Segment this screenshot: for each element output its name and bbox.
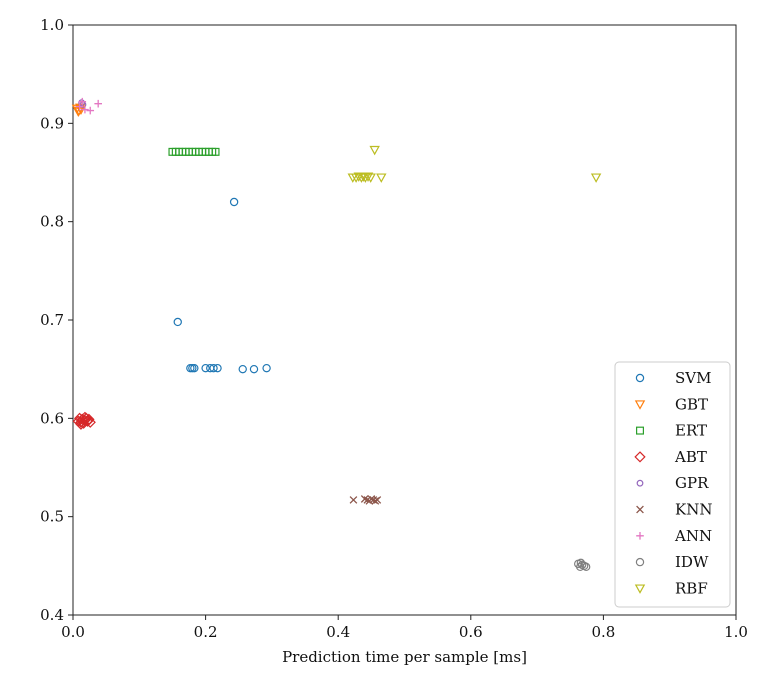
data-point-svm xyxy=(190,363,199,373)
legend-label-knn: KNN xyxy=(675,501,712,519)
legend-marker-gpr xyxy=(636,479,644,487)
data-point-abt xyxy=(75,418,87,430)
data-point-idw xyxy=(575,562,585,572)
series-knn xyxy=(349,495,382,505)
data-point-knn xyxy=(371,497,380,505)
data-point-rbf xyxy=(362,172,374,182)
legend: SVM GBT ERT ABT GPR KNN ANN IDW RBF xyxy=(614,361,731,608)
y-axis-ticks: 0.4 0.5 0.6 0.7 0.8 0.9 1.0 xyxy=(40,16,73,624)
data-point-idw xyxy=(576,558,586,568)
data-point-abt xyxy=(79,411,91,423)
series-ann xyxy=(75,97,102,115)
series-rbf xyxy=(347,145,602,183)
legend-label-idw: IDW xyxy=(675,553,709,571)
data-point-svm xyxy=(229,197,239,207)
y-tick-label: 0.5 xyxy=(40,508,64,526)
y-tick-label: 0.8 xyxy=(40,213,64,231)
legend-marker-ann xyxy=(636,532,644,540)
data-point-rbf xyxy=(590,173,602,183)
data-point-svm xyxy=(262,363,271,373)
legend-marker-gbt xyxy=(634,400,646,410)
data-point-svm xyxy=(173,317,182,327)
data-point-knn xyxy=(367,495,376,503)
data-point-knn xyxy=(373,496,382,504)
y-tick-label: 0.9 xyxy=(40,114,64,132)
series-idw xyxy=(574,558,591,572)
legend-marker-abt xyxy=(634,451,646,463)
legend-label-gbt: GBT xyxy=(675,395,708,413)
x-axis-title: Prediction time per sample [ms] xyxy=(282,648,527,666)
series-abt xyxy=(72,411,96,430)
data-point-ann xyxy=(94,99,102,108)
series-svm xyxy=(173,197,271,374)
x-tick-label: 0.0 xyxy=(61,623,85,641)
data-point-svm xyxy=(238,364,247,374)
x-tick-label: 0.8 xyxy=(591,623,615,641)
y-tick-label: 0.4 xyxy=(40,606,64,624)
x-tick-label: 0.6 xyxy=(459,623,483,641)
legend-label-abt: ABT xyxy=(674,448,707,466)
legend-marker-idw xyxy=(635,557,645,567)
y-tick-label: 1.0 xyxy=(40,16,64,34)
data-point-ert xyxy=(211,147,220,156)
data-points xyxy=(71,97,602,572)
data-point-svm xyxy=(249,364,259,374)
data-point-svm xyxy=(201,363,210,373)
data-point-ann xyxy=(78,97,87,106)
legend-box xyxy=(614,361,731,608)
legend-label-rbf: RBF xyxy=(675,579,708,597)
legend-marker-svm xyxy=(635,373,645,383)
data-point-svm xyxy=(209,363,218,373)
data-point-knn xyxy=(349,496,358,504)
data-point-idw xyxy=(581,562,591,572)
data-point-rbf xyxy=(350,173,362,183)
x-axis-ticks: 0.0 0.2 0.4 0.6 0.8 1.0 xyxy=(61,615,748,641)
legend-marker-knn xyxy=(636,505,644,514)
legend-label-gpr: GPR xyxy=(675,474,709,492)
data-point-rbf xyxy=(360,173,371,183)
legend-label-ann: ANN xyxy=(674,527,712,545)
data-point-ann xyxy=(86,106,95,115)
data-point-rbf xyxy=(365,173,376,183)
x-tick-label: 0.2 xyxy=(194,623,218,641)
y-tick-label: 0.7 xyxy=(40,311,64,329)
data-point-ann xyxy=(81,105,89,114)
data-point-rbf xyxy=(376,173,387,183)
x-tick-label: 0.4 xyxy=(326,623,350,641)
data-point-svm xyxy=(213,363,222,373)
data-point-rbf xyxy=(369,145,380,156)
legend-marker-rbf xyxy=(634,584,646,594)
x-tick-label: 1.0 xyxy=(724,623,748,641)
data-point-ann xyxy=(75,102,84,111)
legend-marker-ert xyxy=(635,426,644,435)
series-ert xyxy=(168,147,220,156)
legend-label-ert: ERT xyxy=(675,422,707,440)
legend-items: SVM GBT ERT ABT GPR KNN ANN IDW RBF xyxy=(634,369,712,597)
legend-label-svm: SVM xyxy=(675,369,711,387)
data-point-abt xyxy=(83,413,95,425)
y-tick-label: 0.6 xyxy=(40,409,64,427)
